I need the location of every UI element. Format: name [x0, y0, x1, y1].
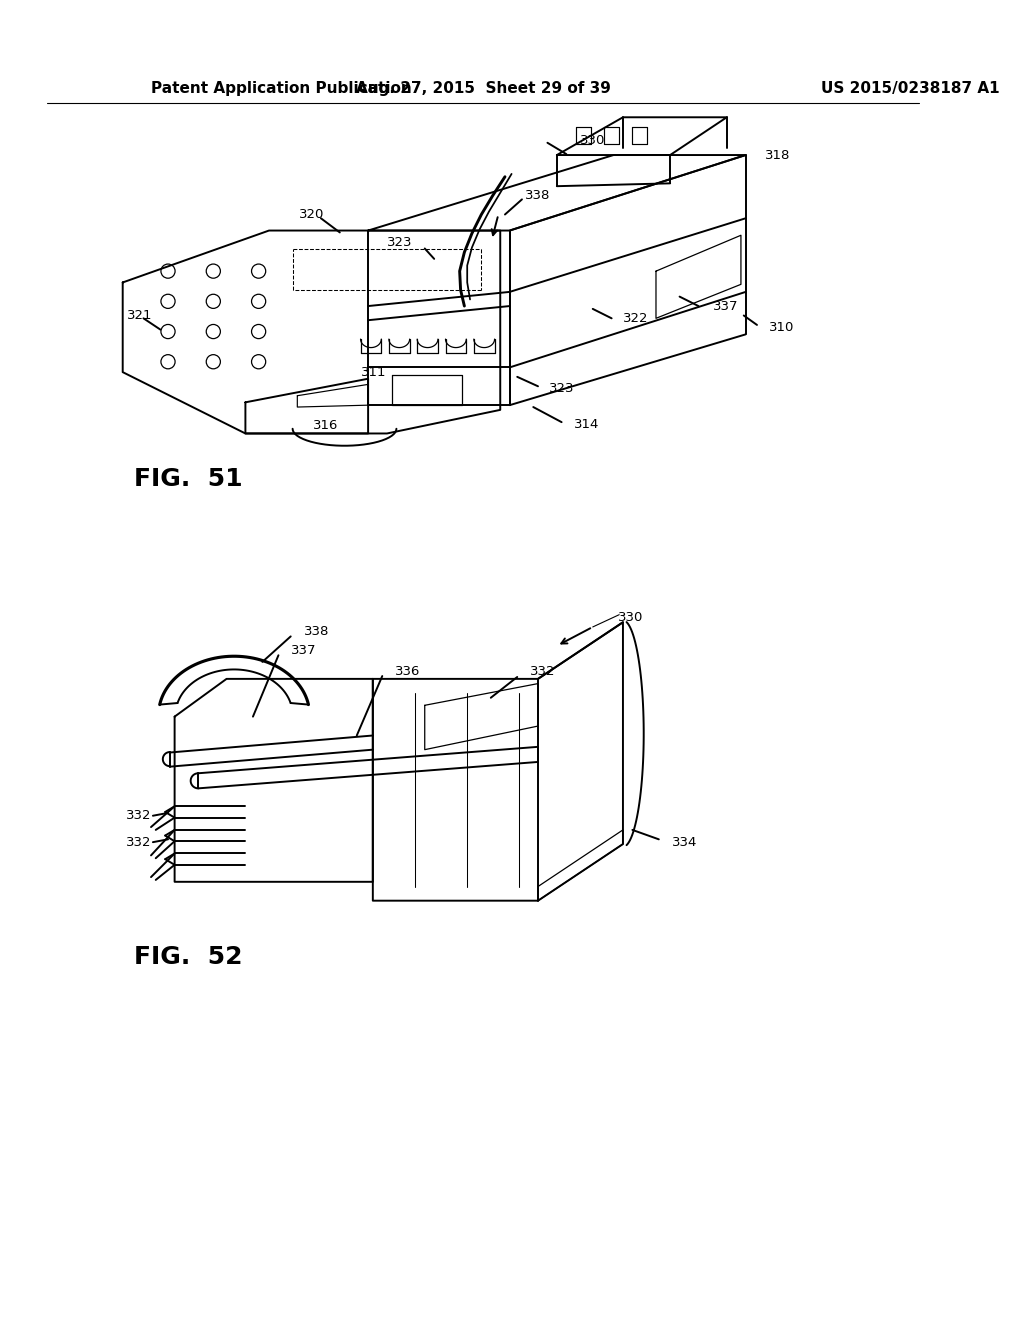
- Text: 323: 323: [549, 381, 574, 395]
- Text: 330: 330: [580, 135, 605, 148]
- Text: 334: 334: [672, 836, 697, 849]
- Text: 337: 337: [713, 300, 738, 313]
- Text: 332: 332: [126, 809, 151, 822]
- Text: 316: 316: [313, 420, 338, 433]
- Text: US 2015/0238187 A1: US 2015/0238187 A1: [821, 82, 999, 96]
- Text: 310: 310: [769, 321, 795, 334]
- Text: 332: 332: [126, 836, 151, 849]
- Text: 330: 330: [618, 611, 644, 624]
- Text: 338: 338: [524, 189, 550, 202]
- Text: FIG.  51: FIG. 51: [134, 467, 243, 491]
- Text: 322: 322: [623, 312, 648, 325]
- Text: 336: 336: [394, 665, 420, 678]
- Text: 323: 323: [387, 236, 413, 249]
- Text: Aug. 27, 2015  Sheet 29 of 39: Aug. 27, 2015 Sheet 29 of 39: [355, 82, 610, 96]
- Text: 321: 321: [127, 309, 153, 322]
- Text: 320: 320: [299, 209, 325, 220]
- Text: 318: 318: [765, 149, 790, 161]
- Text: 332: 332: [530, 665, 556, 678]
- Text: 314: 314: [573, 417, 599, 430]
- Text: 337: 337: [291, 644, 316, 657]
- Text: Patent Application Publication: Patent Application Publication: [151, 82, 412, 96]
- Text: 338: 338: [304, 626, 330, 638]
- Text: 311: 311: [361, 366, 387, 379]
- Text: FIG.  52: FIG. 52: [134, 945, 243, 969]
